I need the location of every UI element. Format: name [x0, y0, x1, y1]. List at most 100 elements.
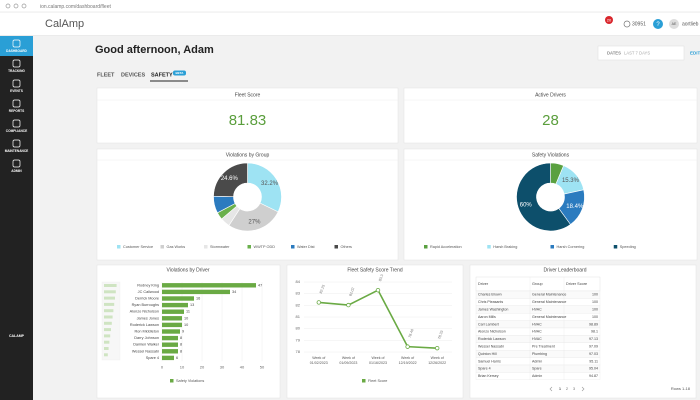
- x-tick-label: Week of 01/09/2023: [339, 356, 357, 365]
- minimap-bar: [104, 334, 111, 338]
- legend-swatch: [170, 379, 174, 383]
- sidebar-item[interactable]: REPORTS: [9, 109, 24, 113]
- score-cell: 100: [592, 293, 598, 297]
- sidebar-item[interactable]: MAINTENANCE: [5, 149, 29, 153]
- score-cell: 97.13: [589, 337, 598, 341]
- nav-button[interactable]: [13, 3, 19, 9]
- legend-label: Gas Works: [167, 245, 186, 249]
- sidebar-icon[interactable]: [12, 99, 21, 108]
- group-cell: General Maintenance: [532, 315, 566, 319]
- bar-value-label: 13: [190, 303, 194, 307]
- driver-cell: Carl Lambert: [478, 322, 499, 326]
- x-tick-label: Week of 12/26/2022: [428, 356, 446, 365]
- sidebar-item[interactable]: EVENTS: [10, 89, 23, 93]
- point-label: 82.02: [348, 287, 355, 297]
- bar-value-label: 47: [258, 283, 262, 287]
- tab-badge: BETA: [176, 71, 185, 75]
- dates-value: LAST 7 DAYS: [624, 50, 650, 55]
- chart-title: Violations by Group: [226, 152, 270, 158]
- card: [286, 264, 464, 399]
- bar: [162, 302, 188, 308]
- category-label: Ron Middleton: [135, 330, 159, 334]
- group-cell: HVAC: [532, 322, 542, 326]
- sidebar-item[interactable]: COMPLIANCE: [6, 129, 27, 133]
- column-header: Driver: [478, 282, 489, 286]
- bar: [162, 355, 174, 361]
- score-cell: 98.89: [589, 322, 598, 326]
- bar: [162, 316, 182, 321]
- score-cell: 100: [592, 315, 598, 319]
- driver-cell: Brian Kersey: [478, 374, 499, 378]
- page-next[interactable]: [581, 386, 585, 392]
- point: [346, 302, 351, 308]
- page-link[interactable]: 2: [566, 386, 569, 391]
- pie-slice: [516, 162, 571, 232]
- score-cell: 100: [592, 307, 598, 311]
- sidebar-item[interactable]: DASHBOARD: [6, 49, 27, 53]
- y-tick-label: 84: [296, 279, 301, 284]
- table-title: Driver Leaderboard: [543, 267, 586, 273]
- x-tick-label: 0: [161, 364, 164, 369]
- category-label: Darry Johnson: [134, 336, 159, 340]
- avatar[interactable]: [669, 19, 679, 29]
- sidebar-icon[interactable]: [12, 119, 21, 128]
- group-cell: Admin: [532, 359, 542, 363]
- help-button[interactable]: [653, 19, 663, 29]
- group-cell: Plumbing: [532, 352, 547, 356]
- edit[interactable]: EDIT: [690, 50, 700, 55]
- legend-swatch: [291, 245, 295, 249]
- legend-label: Rapid Acceleration: [430, 245, 462, 249]
- kpi-title: Fleet Score: [235, 92, 261, 98]
- tab[interactable]: FLEET: [97, 72, 115, 78]
- sidebar-item[interactable]: TRACKING: [8, 69, 25, 73]
- legend-swatch: [613, 245, 618, 249]
- bar: [162, 349, 178, 354]
- legend-label: Speeding: [620, 245, 636, 249]
- page-prev[interactable]: [549, 386, 553, 392]
- score-cell: 94.87: [589, 374, 598, 378]
- y-tick-label: 80: [296, 326, 301, 331]
- bar: [162, 329, 180, 334]
- sidebar-icon[interactable]: [12, 59, 21, 68]
- legend-label: WWTP ODD: [254, 245, 276, 249]
- sidebar-icon[interactable]: [12, 139, 21, 148]
- point: [435, 345, 440, 351]
- page-link[interactable]: 1: [559, 386, 562, 391]
- minimap-bar: [104, 290, 116, 294]
- bar-value-label: 10: [184, 316, 188, 320]
- driver-cell: Chris Pleasants: [478, 300, 503, 304]
- dates-label: DATES: [607, 50, 621, 55]
- minimap-bar: [104, 309, 114, 313]
- minimap-bar: [104, 284, 117, 287]
- minimap-bar: [104, 315, 113, 319]
- x-tick-label: 50: [260, 364, 265, 369]
- sidebar-icon[interactable]: [12, 159, 21, 168]
- page-link[interactable]: 3: [573, 386, 576, 391]
- legend-swatch: [334, 245, 338, 249]
- x-tick-label: 10: [180, 364, 185, 369]
- y-tick-label: 83: [296, 291, 301, 296]
- nav-button[interactable]: [5, 3, 11, 9]
- nav-button[interactable]: [21, 3, 27, 9]
- dates-picker[interactable]: [597, 45, 685, 61]
- bar: [162, 342, 178, 347]
- url: ion.calamp.com/dashboard/fleet: [40, 4, 111, 10]
- y-tick-label: 82: [296, 302, 301, 307]
- group-cell: General Maintenance: [532, 293, 566, 297]
- point: [375, 287, 381, 293]
- notification-badge[interactable]: [605, 16, 613, 24]
- point: [405, 344, 410, 349]
- sidebar-icon[interactable]: [12, 39, 21, 48]
- tab[interactable]: SAFETY: [151, 72, 173, 78]
- sidebar-item[interactable]: ADMIN: [11, 169, 22, 173]
- card: [96, 148, 399, 261]
- legend-label: Water Dist: [297, 245, 316, 249]
- x-tick-label: 40: [240, 364, 245, 369]
- sidebar-icon[interactable]: [12, 79, 21, 88]
- bar: [162, 335, 178, 341]
- bar: [162, 309, 184, 314]
- tab[interactable]: DEVICES: [121, 72, 145, 78]
- score-cell: 98.1: [591, 330, 598, 334]
- count-icon: [623, 20, 631, 28]
